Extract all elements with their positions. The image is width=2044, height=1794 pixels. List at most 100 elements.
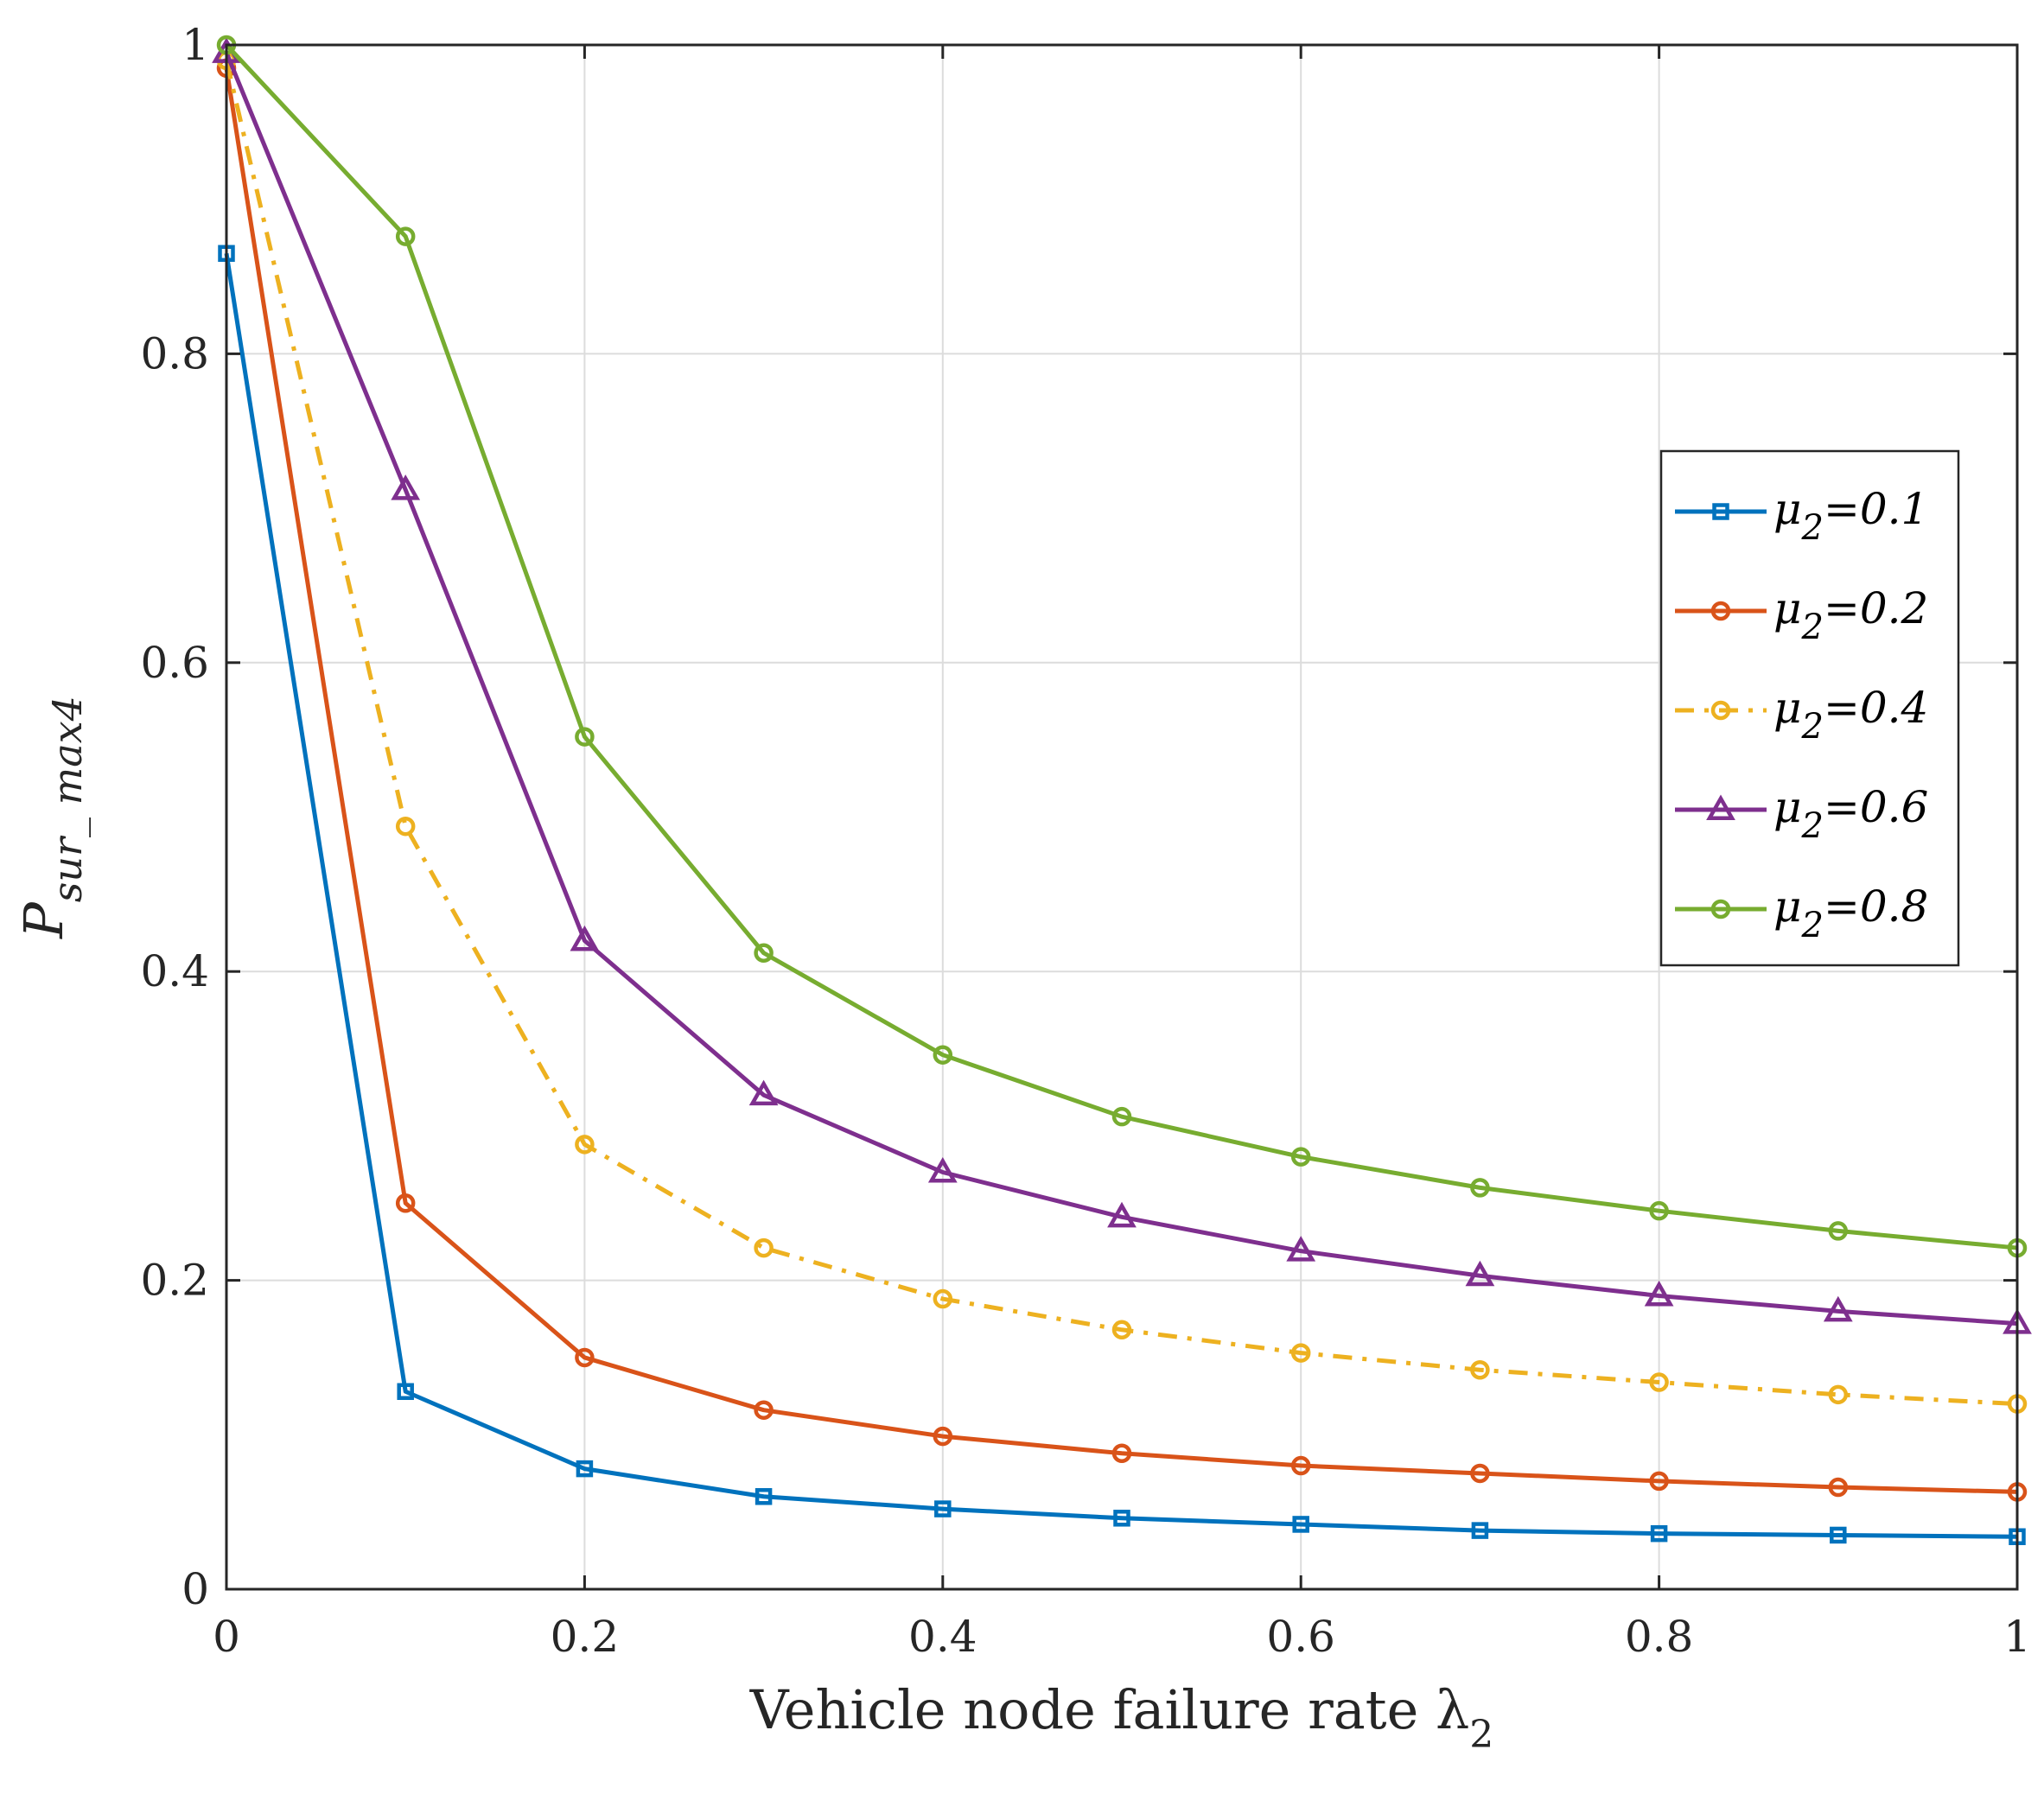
data-point — [754, 1237, 774, 1258]
data-point — [1644, 1280, 1674, 1307]
x-tick-label: 0.2 — [551, 1612, 620, 1662]
legend-label-suffix: =0.1 — [1824, 484, 1928, 534]
y-tick-label: 0.6 — [140, 638, 209, 688]
legend-item: μ2=0.2 — [1675, 583, 1928, 647]
series-line — [225, 43, 2018, 1250]
data-point — [395, 1193, 416, 1213]
legend-label-subscript: 2 — [1801, 707, 1824, 747]
data-point — [1107, 1201, 1137, 1228]
data-point — [933, 1426, 953, 1447]
data-point — [575, 1347, 595, 1368]
legend-box — [1659, 449, 1960, 967]
x-tick-label: 0 — [213, 1612, 240, 1662]
plot-frame — [225, 43, 2019, 1591]
data-point — [1471, 1522, 1489, 1539]
legend-label-subscript: 2 — [1801, 906, 1824, 945]
legend-label-suffix: =0.2 — [1824, 583, 1928, 633]
legend-label-prefix: μ — [1773, 484, 1802, 534]
data-point — [395, 816, 416, 837]
data-point — [395, 226, 416, 246]
data-point — [1828, 1477, 1849, 1498]
data-point — [1828, 1221, 1849, 1241]
legend-label-prefix: μ — [1773, 583, 1802, 633]
legend-marker — [1712, 503, 1729, 520]
series-line — [224, 252, 2018, 1539]
y-tick-label: 0.4 — [140, 946, 209, 996]
data-point — [391, 474, 421, 500]
data-point — [755, 1488, 773, 1505]
data-point — [1111, 1320, 1132, 1340]
series-line — [224, 67, 2018, 1494]
x-axis-label-subscript: 2 — [1469, 1713, 1493, 1757]
data-point — [1111, 1106, 1132, 1127]
data-point — [1470, 1178, 1490, 1198]
legend-label-subscript: 2 — [1801, 608, 1824, 647]
y-tick-label: 1 — [181, 20, 209, 70]
x-tick-label: 0.6 — [1266, 1612, 1335, 1662]
data-point — [1290, 1147, 1311, 1167]
data-point — [933, 1045, 953, 1065]
y-tick-label: 0.2 — [140, 1256, 209, 1306]
y-tick-label: 0.8 — [140, 328, 209, 379]
data-point — [397, 1383, 414, 1401]
data-point — [1470, 1359, 1490, 1380]
legend-label-subscript: 2 — [1801, 508, 1824, 548]
axis-ticks: 0 0.2 0.4 0.6 0.8 1 0 0.2 0.4 0.6 0.8 1 — [140, 20, 2030, 1662]
data-point — [1649, 1200, 1669, 1221]
legend-marker — [1710, 700, 1731, 721]
legend-label-prefix: μ — [1773, 683, 1802, 733]
data-point — [1113, 1510, 1130, 1527]
legend-label-suffix: =0.6 — [1824, 782, 1928, 832]
x-tick-label: 0.8 — [1625, 1612, 1694, 1662]
y-axis-label: Psur_ max4 — [12, 696, 91, 939]
legend-marker — [1710, 899, 1731, 919]
data-point — [1290, 1455, 1311, 1476]
legend-label: μ2=0.1 — [1773, 484, 1928, 548]
data-point — [1649, 1471, 1669, 1492]
data-point — [748, 1079, 779, 1106]
series-line — [224, 60, 2018, 1407]
data-point — [754, 943, 774, 964]
data-point — [570, 925, 600, 951]
data-point — [933, 1288, 953, 1309]
legend: μ2=0.1μ2=0.2μ2=0.4μ2=0.6μ2=0.8 — [1659, 449, 1960, 967]
data-point — [1286, 1236, 1316, 1262]
legend-label-suffix: =0.4 — [1824, 683, 1928, 733]
legend-marker — [1710, 601, 1731, 621]
data-point — [576, 1460, 594, 1478]
series-2 — [216, 58, 2028, 1502]
series-line — [224, 51, 2018, 1326]
legend-item: μ2=0.1 — [1675, 484, 1928, 548]
legend-label-prefix: μ — [1773, 782, 1802, 832]
legend-label-suffix: =0.8 — [1824, 881, 1928, 932]
legend-item: μ2=0.8 — [1675, 881, 1928, 945]
legend-item: μ2=0.4 — [1675, 683, 1928, 747]
y-axis-label-subscript: sur_ max4 — [44, 696, 91, 902]
legend-label-subscript: 2 — [1801, 806, 1824, 846]
data-point — [1830, 1526, 1847, 1544]
series-layer — [212, 35, 2032, 1545]
legend-label: μ2=0.2 — [1773, 583, 1928, 647]
data-point — [1650, 1524, 1668, 1543]
legend-label: μ2=0.6 — [1773, 782, 1928, 846]
data-point — [1470, 1463, 1490, 1484]
y-tick-label: 0 — [181, 1564, 209, 1614]
data-point — [575, 727, 595, 747]
data-point — [1111, 1443, 1132, 1463]
x-tick-label: 0.4 — [908, 1612, 977, 1662]
legend-item: μ2=0.6 — [1675, 782, 1928, 846]
x-axis-label: Vehicle node failure rate λ2 — [749, 1678, 1494, 1757]
data-point — [575, 1135, 595, 1155]
legend-label: μ2=0.4 — [1773, 683, 1928, 747]
data-point — [1649, 1372, 1669, 1392]
data-point — [927, 1156, 958, 1183]
legend-marker — [1706, 794, 1735, 820]
data-point — [934, 1500, 952, 1517]
legend-label: μ2=0.8 — [1773, 881, 1928, 945]
data-point — [1292, 1516, 1309, 1533]
data-point — [754, 1400, 774, 1420]
data-point — [1290, 1343, 1311, 1363]
data-point — [1823, 1295, 1853, 1322]
legend-label-prefix: μ — [1773, 881, 1802, 932]
